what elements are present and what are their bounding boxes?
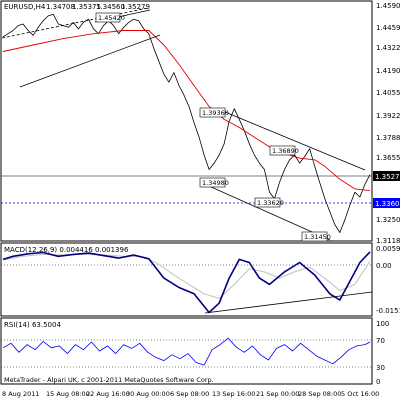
- annotation-2: 1.39360: [199, 107, 229, 118]
- rsi-value-line: [2, 337, 371, 366]
- rsi-tick: 70: [376, 337, 385, 345]
- channel-lower-line: [19, 34, 161, 88]
- time-tick: 13 Sep 16:00: [212, 390, 255, 398]
- time-tick: 5 Oct 16:00: [341, 390, 379, 398]
- time-tick: 21 Sep 00:00: [256, 390, 299, 398]
- rsi-title: RSI(14) 63.5004: [4, 321, 61, 329]
- price-panel[interactable]: [0, 0, 373, 242]
- macd-trendline: [204, 291, 373, 314]
- time-axis[interactable]: 8 Aug 2011 15 Aug 08:00 22 Aug 16:00 30 …: [2, 390, 379, 398]
- resistance-trendline: [224, 111, 366, 171]
- rsi-tick: 30: [376, 364, 385, 372]
- price-tick: 1.39220: [376, 112, 400, 120]
- svg-text:1.36890: 1.36890: [272, 147, 299, 155]
- price-tick: 1.41900: [376, 67, 400, 75]
- svg-text:1.34980: 1.34980: [202, 179, 229, 187]
- price-line: [2, 13, 371, 234]
- time-tick: 30 Aug 00:00: [126, 390, 170, 398]
- ohlc-close: 1.35279: [121, 3, 150, 11]
- current-price-badge: 1.35279: [373, 171, 400, 181]
- svg-text:1.33620: 1.33620: [257, 199, 284, 207]
- macd-tick: 0.005960: [376, 245, 400, 253]
- price-tick: 1.36550: [376, 154, 400, 162]
- price-tick: 1.37880: [376, 134, 400, 142]
- svg-text:1.39360: 1.39360: [202, 109, 229, 117]
- time-tick: 6 Sep 08:00: [170, 390, 209, 398]
- price-scale[interactable]: 1.45900 1.44590 1.43220 1.41900 1.40550 …: [376, 2, 400, 245]
- annotation-1: 1.45420: [95, 12, 125, 23]
- ohlc-low: 1.34560: [96, 3, 125, 11]
- moving-average-line: [2, 30, 371, 192]
- level-price-badge: 1.33600: [373, 198, 400, 208]
- svg-text:1.35279: 1.35279: [375, 173, 400, 181]
- support-trendline: [199, 181, 331, 241]
- time-tick: 22 Aug 16:00: [86, 390, 130, 398]
- rsi-tick: 100: [376, 320, 389, 328]
- annotation-3: 1.36890: [269, 145, 299, 156]
- symbol-timeframe: EURUSD,H4: [4, 3, 46, 11]
- annotation-4: 1.34980: [199, 177, 229, 188]
- macd-title: MACD(12,26,9) 0.004416 0.001396: [4, 246, 129, 254]
- macd-tick: 0.00: [376, 262, 392, 270]
- rsi-line: [2, 337, 371, 366]
- price-series: [2, 13, 371, 234]
- svg-text:1.33600: 1.33600: [375, 200, 400, 208]
- svg-text:1.45420: 1.45420: [98, 14, 125, 22]
- copyright-text: MetaTrader - Alpari UK, c 2001-2011 Meta…: [4, 376, 214, 384]
- rsi-tick: 0: [376, 378, 380, 386]
- time-tick: 15 Aug 08:00: [46, 390, 90, 398]
- svg-text:1.31450: 1.31450: [304, 233, 331, 241]
- price-tick: 1.40550: [376, 89, 400, 97]
- ohlc-open: 1.34708: [46, 3, 75, 11]
- ohlc-high: 1.35375: [72, 3, 101, 11]
- price-tick: 1.45900: [376, 2, 400, 10]
- price-tick: 1.32500: [376, 216, 400, 224]
- price-tick: 1.43220: [376, 44, 400, 52]
- time-tick: 28 Sep 08:00: [298, 390, 341, 398]
- annotation-6: 1.31450: [301, 231, 331, 242]
- price-tick: 1.44590: [376, 24, 400, 32]
- time-tick: 8 Aug 2011: [2, 390, 40, 398]
- macd-tick: -0.01516: [376, 307, 400, 315]
- annotation-5: 1.33620: [254, 197, 284, 208]
- price-tick: 1.31180: [376, 237, 400, 245]
